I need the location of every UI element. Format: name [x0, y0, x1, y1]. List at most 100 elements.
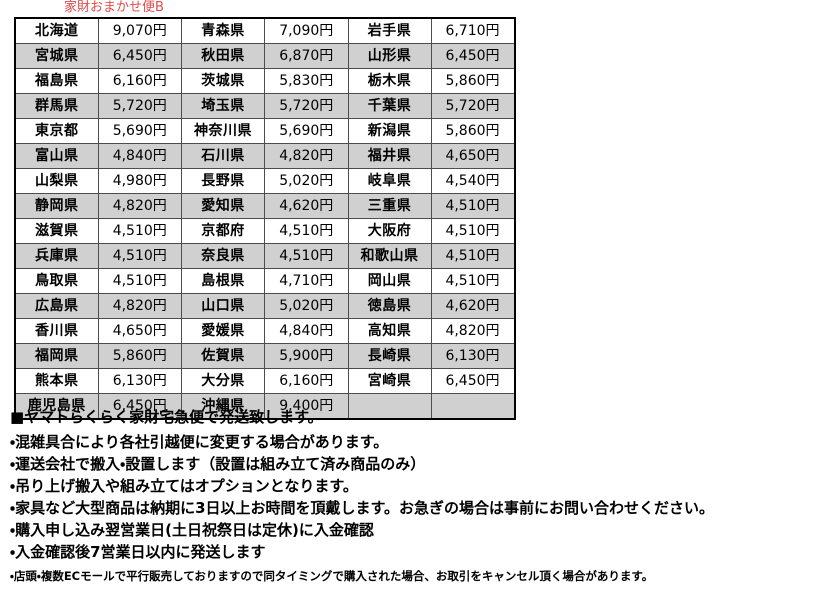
table-row: 北海道 9,070円 青森県 7,090円 岩手県 6,710円: [14, 17, 515, 44]
table-row: 群馬県 5,720円 埼玉県 5,720円 千葉県 5,720円: [14, 93, 515, 119]
prefecture-cell: 沖縄県: [181, 393, 265, 420]
fee-cell: 6,130円: [430, 343, 515, 369]
fee-cell: 4,510円: [430, 268, 515, 294]
fee-cell: 5,020円: [264, 293, 349, 319]
prefecture-cell: 福岡県: [14, 343, 99, 369]
notes-list: ・混雑具合により各社引越便に変更する場合があります。 ・運送会社で搬入・設置します…: [10, 431, 810, 563]
prefecture-cell: 高知県: [347, 318, 432, 344]
fee-cell: 4,510円: [430, 218, 515, 244]
note-line: ・家具など大型商品は納期に3日以上お時間を頂戴します。お急ぎの場合は事前にお問い…: [10, 499, 715, 517]
prefecture-cell: 岩手県: [347, 17, 432, 44]
prefecture-cell: 香川県: [14, 318, 99, 344]
prefecture-shipping-fee-table: 北海道 9,070円 青森県 7,090円 岩手県 6,710円 宮城県 6,450円 秋田県 6…: [14, 17, 516, 420]
table-row: 熊本県 6,130円 大分県 6,160円 宮崎県 6,450円: [14, 368, 515, 394]
fee-cell: 4,510円: [264, 243, 349, 269]
prefecture-cell: 山梨県: [14, 168, 99, 194]
fee-cell: 4,510円: [430, 193, 515, 219]
fee-cell: 5,720円: [97, 93, 182, 119]
prefecture-cell: [347, 393, 432, 420]
prefecture-cell: 奈良県: [181, 243, 265, 269]
table-row: 宮城県 6,450円 秋田県 6,870円 山形県 6,450円: [14, 43, 515, 69]
table-row: 福岡県 5,860円 佐賀県 5,900円 長崎県 6,130円: [14, 343, 515, 369]
fee-cell: 6,450円: [430, 43, 515, 69]
fee-cell: 4,840円: [97, 143, 182, 169]
fee-cell: 4,510円: [97, 268, 182, 294]
table-row: 鹿児島県 6,450円 沖縄県 9,400円: [14, 393, 515, 420]
table-row: 東京都 5,690円 神奈川県 5,690円 新潟県 5,860円: [14, 118, 515, 144]
fee-cell: 5,690円: [97, 118, 182, 144]
prefecture-cell: 青森県: [181, 17, 265, 44]
prefecture-cell: 福井県: [347, 143, 432, 169]
fee-cell: 4,710円: [264, 268, 349, 294]
note-line: ・運送会社で搬入・設置します（設置は組み立て済み商品のみ）: [10, 455, 426, 473]
table-row: 福島県 6,160円 茨城県 5,830円 栃木県 5,860円: [14, 68, 515, 94]
fee-cell: 4,980円: [97, 168, 182, 194]
prefecture-cell: 山形県: [347, 43, 432, 69]
prefecture-cell: 徳島県: [347, 293, 432, 319]
table-row: 静岡県 4,820円 愛知県 4,620円 三重県 4,510円: [14, 193, 515, 219]
prefecture-cell: 北海道: [14, 17, 99, 44]
fee-cell: 5,900円: [264, 343, 349, 369]
prefecture-cell: 和歌山県: [347, 243, 432, 269]
prefecture-cell: 宮城県: [14, 43, 99, 69]
fee-cell: 6,870円: [264, 43, 349, 69]
fee-table-container: 北海道 9,070円 青森県 7,090円 岩手県 6,710円 宮城県 6,450円 秋田県 6…: [14, 17, 516, 420]
fee-cell: 4,620円: [430, 293, 515, 319]
prefecture-cell: 長野県: [181, 168, 265, 194]
fee-cell: 4,620円: [264, 193, 349, 219]
fee-cell: 7,090円: [264, 17, 349, 44]
fee-cell: 4,820円: [264, 143, 349, 169]
prefecture-cell: 富山県: [14, 143, 99, 169]
fee-cell: 5,830円: [264, 68, 349, 94]
fee-cell: 5,720円: [430, 93, 515, 119]
prefecture-cell: 島根県: [181, 268, 265, 294]
fee-cell: 6,450円: [97, 43, 182, 69]
fee-cell: 4,650円: [97, 318, 182, 344]
prefecture-cell: 栃木県: [347, 68, 432, 94]
notes-fine-print: ・店頭・複数ECモールで平行販売しておりますので同タイミングで購入された場合、お…: [10, 569, 654, 583]
prefecture-cell: 岐阜県: [347, 168, 432, 194]
fee-cell: 4,510円: [264, 218, 349, 244]
prefecture-cell: 福島県: [14, 68, 99, 94]
fee-cell: 4,820円: [97, 293, 182, 319]
prefecture-cell: 滋賀県: [14, 218, 99, 244]
fee-cell: 4,510円: [97, 218, 182, 244]
prefecture-cell: 新潟県: [347, 118, 432, 144]
table-row: 広島県 4,820円 山口県 5,020円 徳島県 4,620円: [14, 293, 515, 319]
prefecture-cell: 石川県: [181, 143, 265, 169]
fee-cell: 9,070円: [97, 17, 182, 44]
prefecture-cell: 兵庫県: [14, 243, 99, 269]
prefecture-cell: 鳥取県: [14, 268, 99, 294]
prefecture-cell: 静岡県: [14, 193, 99, 219]
prefecture-cell: 熊本県: [14, 368, 99, 394]
note-line: ・吊り上げ搬入や組み立てはオプションとなります。: [10, 477, 358, 495]
prefecture-cell: 岡山県: [347, 268, 432, 294]
table-row: 富山県 4,840円 石川県 4,820円 福井県 4,650円: [14, 143, 515, 169]
prefecture-cell: 宮崎県: [347, 368, 432, 394]
fee-cell: 6,450円: [430, 368, 515, 394]
fee-cell: 4,510円: [430, 243, 515, 269]
fee-cell: 4,650円: [430, 143, 515, 169]
fee-cell: 4,820円: [430, 318, 515, 344]
prefecture-cell: 大阪府: [347, 218, 432, 244]
fee-cell: 6,130円: [97, 368, 182, 394]
prefecture-cell: 愛媛県: [181, 318, 265, 344]
prefecture-cell: 長崎県: [347, 343, 432, 369]
prefecture-cell: 広島県: [14, 293, 99, 319]
fee-cell: 5,720円: [264, 93, 349, 119]
prefecture-cell: 神奈川県: [181, 118, 265, 144]
fee-table-body: 北海道 9,070円 青森県 7,090円 岩手県 6,710円 宮城県 6,450円 秋田県 6…: [14, 17, 515, 420]
prefecture-cell: 愛知県: [181, 193, 265, 219]
prefecture-cell: 群馬県: [14, 93, 99, 119]
table-row: 鳥取県 4,510円 島根県 4,710円 岡山県 4,510円: [14, 268, 515, 294]
prefecture-cell: 京都府: [181, 218, 265, 244]
note-line: ・購入申し込み翌営業日(土日祝祭日は定休)に入金確認: [10, 521, 374, 539]
prefecture-cell: 東京都: [14, 118, 99, 144]
prefecture-cell: 大分県: [181, 368, 265, 394]
page-title: 家財おまかせ便B: [64, 0, 164, 15]
prefecture-cell: 茨城県: [181, 68, 265, 94]
table-row: 香川県 4,650円 愛媛県 4,840円 高知県 4,820円: [14, 318, 515, 344]
fee-cell: 5,860円: [430, 68, 515, 94]
fee-cell: 4,540円: [430, 168, 515, 194]
